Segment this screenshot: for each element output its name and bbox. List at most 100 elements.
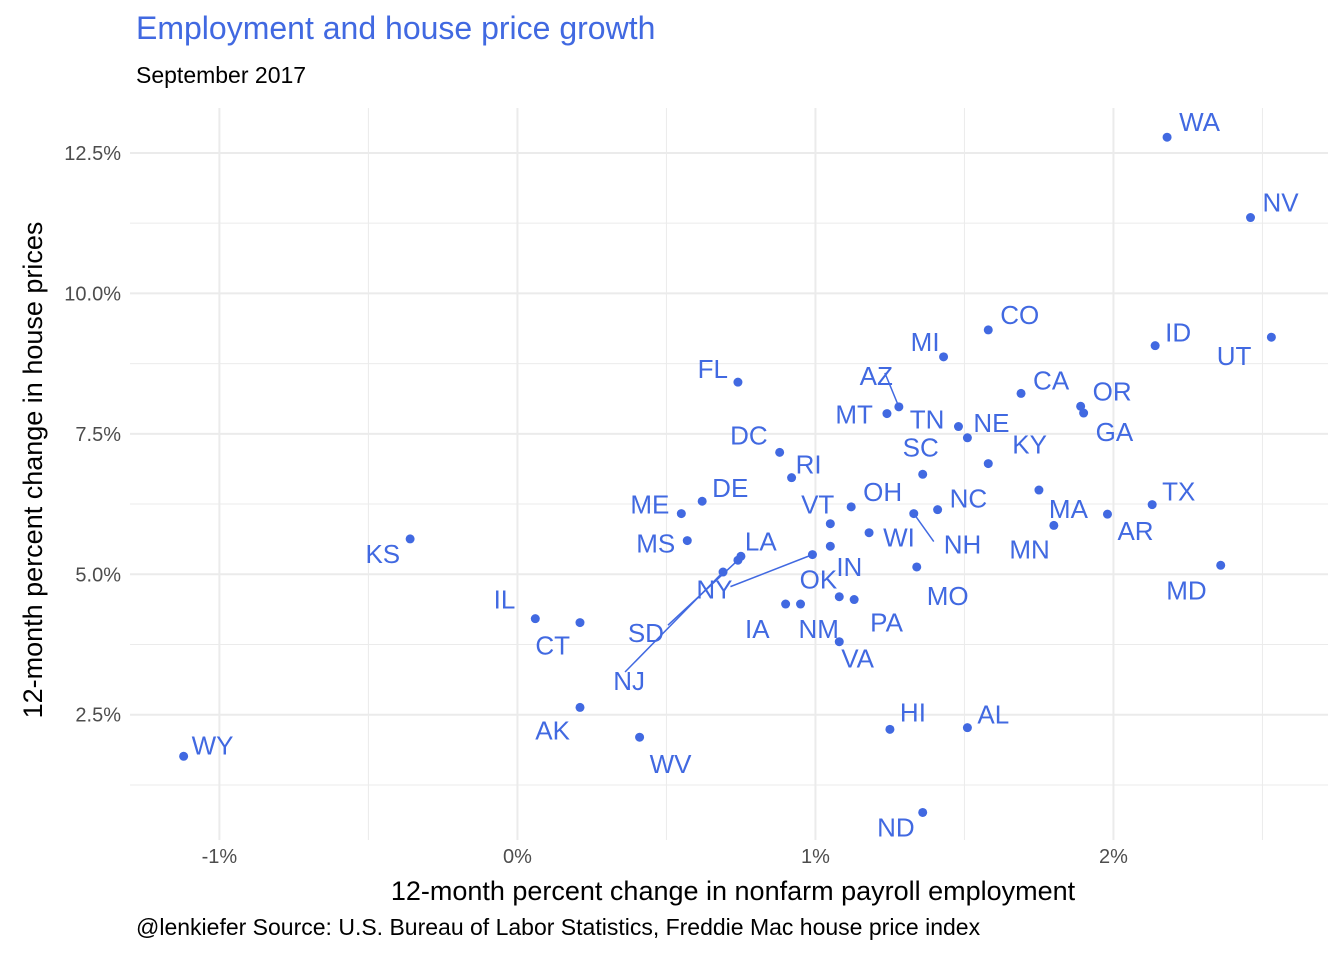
point-ok (834, 592, 844, 602)
point-vt (825, 519, 835, 529)
label-nh: NH (944, 530, 982, 560)
point-wa (1162, 132, 1172, 142)
point-ks (405, 534, 415, 544)
label-ok: OK (800, 565, 838, 595)
point-hi (885, 724, 895, 734)
label-ky: KY (1012, 430, 1047, 460)
point-mn (1049, 520, 1059, 530)
x-axis-ticks: -1% 0% 1% 2% (202, 846, 1128, 868)
label-vt: VT (801, 490, 834, 520)
point-wv (635, 732, 645, 742)
leader-nj (624, 571, 724, 673)
leader-az (884, 372, 900, 408)
point-mt (882, 409, 892, 419)
point-ut (1266, 332, 1276, 342)
chart-subtitle: September 2017 (136, 62, 307, 88)
label-mi: MI (911, 327, 940, 357)
label-hi: HI (900, 697, 926, 727)
point-ri (787, 473, 797, 483)
point-al (962, 723, 972, 733)
label-ar: AR (1117, 516, 1153, 546)
label-ri: RI (796, 450, 822, 480)
y-tick-label: 2.5% (75, 705, 121, 727)
label-id: ID (1165, 318, 1191, 348)
point-il (530, 614, 540, 624)
point-ny (807, 550, 817, 560)
point-nc (933, 505, 943, 515)
point-or (1076, 401, 1086, 411)
label-ny: NY (696, 575, 732, 605)
chart-title: Employment and house price growth (136, 10, 656, 46)
x-tick-label: 2% (1099, 846, 1128, 868)
label-oh: OH (863, 477, 902, 507)
point-tx (1147, 500, 1157, 510)
label-or: OR (1093, 376, 1132, 406)
point-id (1150, 341, 1160, 351)
label-ma: MA (1049, 494, 1089, 524)
point-pa (849, 595, 859, 605)
point-de (697, 496, 707, 506)
label-ut: UT (1217, 341, 1252, 371)
label-wv: WV (650, 749, 693, 779)
label-pa: PA (870, 608, 903, 638)
point-ak (575, 702, 585, 712)
label-az: AZ (860, 361, 893, 391)
point-ga (1079, 408, 1089, 418)
label-wa: WA (1179, 107, 1221, 137)
x-tick-label: 0% (503, 846, 532, 868)
label-ia: IA (745, 614, 770, 644)
point-az (894, 402, 904, 412)
label-co: CO (1000, 300, 1039, 330)
label-va: VA (841, 644, 874, 674)
point-mi (939, 352, 949, 362)
point-wy (179, 751, 189, 761)
y-tick-label: 10.0% (64, 283, 121, 305)
label-sd: SD (628, 618, 664, 648)
label-in: IN (836, 552, 862, 582)
y-tick-label: 5.0% (75, 564, 121, 586)
point-nv (1246, 213, 1256, 223)
label-mo: MO (927, 581, 969, 611)
point-me (676, 509, 686, 519)
point-ia (781, 599, 791, 609)
y-tick-label: 12.5% (64, 143, 121, 165)
data-points (179, 132, 1276, 817)
x-tick-label: -1% (202, 846, 238, 868)
label-nm: NM (799, 614, 839, 644)
point-ms (682, 536, 692, 546)
label-me: ME (630, 490, 669, 520)
label-ne: NE (973, 408, 1009, 438)
label-ct: CT (535, 631, 570, 661)
point-tn (953, 422, 963, 432)
x-axis-title: 12-month percent change in nonfarm payro… (391, 876, 1076, 906)
label-nc: NC (950, 484, 988, 514)
point-nj (718, 567, 728, 577)
label-ga: GA (1096, 417, 1134, 447)
point-dc (775, 447, 785, 457)
point-va (834, 637, 844, 647)
point-ca (1016, 388, 1026, 398)
point-fl (733, 377, 743, 387)
label-ak: AK (535, 715, 570, 745)
label-sc: SC (903, 432, 939, 462)
label-al: AL (977, 700, 1009, 730)
label-de: DE (712, 473, 748, 503)
y-tick-label: 7.5% (75, 424, 121, 446)
label-mt: MT (835, 400, 873, 430)
leader-nh (913, 513, 935, 543)
point-md (1216, 560, 1226, 570)
point-ar (1102, 509, 1112, 519)
label-tn: TN (910, 405, 945, 435)
point-wi (864, 528, 874, 538)
major-gridlines (130, 108, 1328, 840)
point-nm (796, 599, 806, 609)
point-mo (912, 562, 922, 572)
x-tick-label: 1% (801, 846, 830, 868)
label-nd: ND (877, 812, 915, 842)
label-ms: MS (636, 529, 675, 559)
point-ky (983, 459, 993, 469)
point-in (825, 541, 835, 551)
label-dc: DC (730, 420, 768, 450)
y-axis-title: 12-month percent change in house prices (18, 222, 48, 719)
point-nh (909, 509, 919, 519)
